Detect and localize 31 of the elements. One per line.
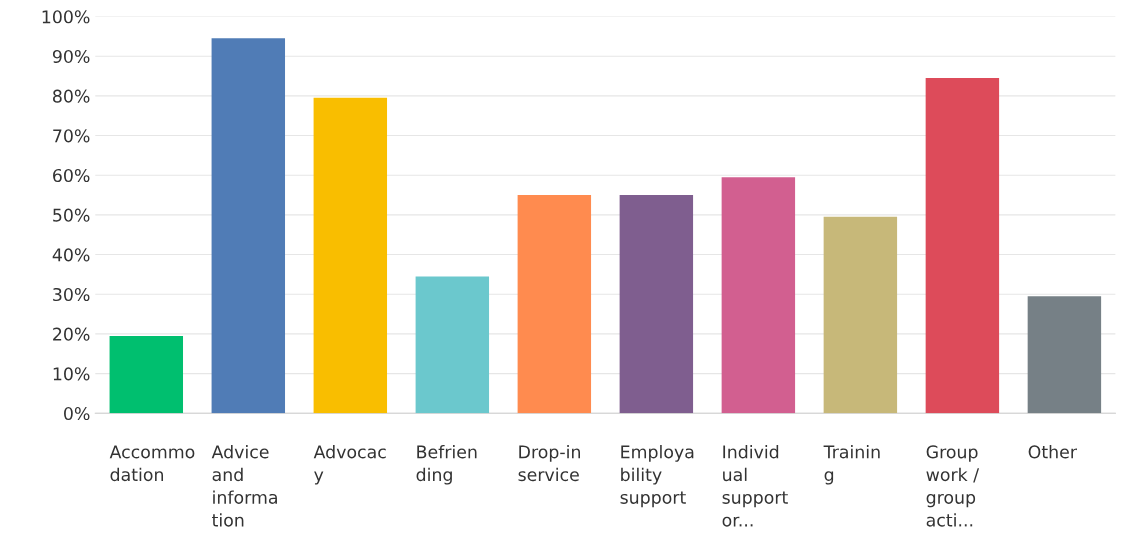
y-tick-label: 50% bbox=[53, 208, 90, 222]
x-tick-label: Advice and informa tion bbox=[211, 444, 277, 527]
bar bbox=[517, 195, 592, 414]
x-tick-label: Other bbox=[1028, 444, 1077, 459]
bar bbox=[721, 177, 796, 414]
x-tick-label: Drop-in service bbox=[518, 444, 580, 482]
y-tick-label: 70% bbox=[53, 129, 90, 143]
x-tick-label: Advocac y bbox=[313, 444, 386, 485]
x-tick-label: Accommo dation bbox=[109, 445, 195, 482]
y-tick-label: 40% bbox=[52, 248, 90, 262]
x-tick-label: Employa bility support bbox=[620, 444, 694, 508]
x-tick-label: Befrien ding bbox=[416, 444, 477, 485]
y-tick-label: 60% bbox=[53, 168, 90, 183]
y-tick-label: 80% bbox=[53, 89, 90, 103]
y-tick-label: 30% bbox=[53, 287, 90, 302]
x-tick-label: Group work / group acti... bbox=[926, 445, 980, 527]
bar bbox=[415, 276, 490, 414]
bar bbox=[109, 335, 184, 414]
bar bbox=[211, 38, 286, 414]
y-tick-label: 10% bbox=[53, 367, 90, 381]
bar bbox=[619, 195, 694, 414]
x-tick-label: Individ ual support or... bbox=[722, 444, 788, 527]
y-tick-label: 90% bbox=[52, 49, 90, 64]
x-tick-label: Trainin g bbox=[823, 444, 880, 485]
y-tick-label: 0% bbox=[64, 406, 90, 421]
bar bbox=[313, 97, 388, 414]
bar bbox=[925, 78, 1000, 414]
y-tick-label: 20% bbox=[53, 327, 90, 341]
y-tick-label: 100% bbox=[42, 10, 90, 24]
bar bbox=[823, 216, 898, 414]
bar bbox=[1027, 296, 1102, 414]
